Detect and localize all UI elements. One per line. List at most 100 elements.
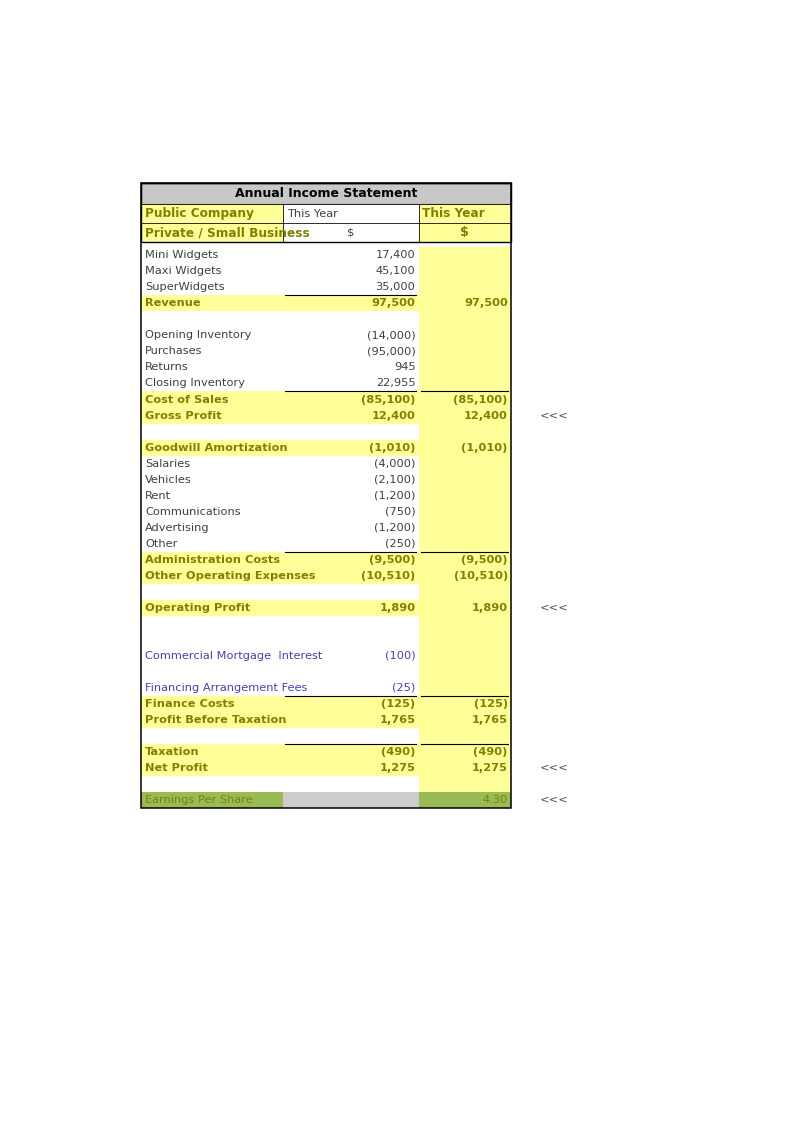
FancyBboxPatch shape — [142, 183, 511, 205]
Text: 45,100: 45,100 — [376, 266, 416, 277]
FancyBboxPatch shape — [418, 536, 511, 552]
FancyBboxPatch shape — [142, 455, 283, 472]
FancyBboxPatch shape — [418, 424, 511, 439]
FancyBboxPatch shape — [418, 504, 511, 519]
Text: Opening Inventory: Opening Inventory — [145, 330, 251, 341]
Text: <<<: <<< — [540, 410, 568, 420]
Text: Salaries: Salaries — [145, 459, 190, 469]
FancyBboxPatch shape — [418, 696, 511, 711]
FancyBboxPatch shape — [142, 776, 283, 791]
FancyBboxPatch shape — [283, 744, 418, 760]
Text: <<<: <<< — [540, 602, 568, 613]
Text: 12,400: 12,400 — [371, 410, 416, 420]
FancyBboxPatch shape — [418, 439, 511, 455]
Text: Net Profit: Net Profit — [145, 763, 207, 773]
Text: (490): (490) — [381, 746, 416, 756]
FancyBboxPatch shape — [142, 552, 283, 568]
FancyBboxPatch shape — [418, 327, 511, 344]
FancyBboxPatch shape — [142, 247, 283, 263]
FancyBboxPatch shape — [283, 360, 418, 375]
FancyBboxPatch shape — [142, 760, 283, 776]
Text: 1,890: 1,890 — [471, 602, 508, 613]
Text: (95,000): (95,000) — [366, 346, 416, 356]
Text: (10,510): (10,510) — [454, 571, 508, 581]
FancyBboxPatch shape — [283, 632, 418, 647]
Text: Advertising: Advertising — [145, 523, 210, 533]
Text: Finance Costs: Finance Costs — [145, 699, 235, 709]
FancyBboxPatch shape — [418, 280, 511, 296]
FancyBboxPatch shape — [283, 711, 418, 727]
FancyBboxPatch shape — [142, 616, 283, 632]
Text: 17,400: 17,400 — [376, 251, 416, 261]
FancyBboxPatch shape — [283, 727, 418, 744]
Text: Taxation: Taxation — [145, 746, 200, 756]
Text: Profit Before Taxation: Profit Before Taxation — [145, 715, 286, 725]
FancyBboxPatch shape — [283, 205, 418, 224]
FancyBboxPatch shape — [418, 344, 511, 360]
FancyBboxPatch shape — [283, 311, 418, 327]
Text: (85,100): (85,100) — [453, 395, 508, 405]
Text: Closing Inventory: Closing Inventory — [145, 379, 245, 389]
Text: (85,100): (85,100) — [361, 395, 416, 405]
FancyBboxPatch shape — [142, 327, 283, 344]
FancyBboxPatch shape — [418, 375, 511, 391]
Text: (1,010): (1,010) — [369, 443, 416, 453]
FancyBboxPatch shape — [418, 455, 511, 472]
FancyBboxPatch shape — [418, 760, 511, 776]
Text: 35,000: 35,000 — [375, 282, 416, 292]
Text: Cost of Sales: Cost of Sales — [145, 395, 228, 405]
FancyBboxPatch shape — [418, 599, 511, 616]
FancyBboxPatch shape — [418, 488, 511, 504]
FancyBboxPatch shape — [283, 536, 418, 552]
FancyBboxPatch shape — [283, 663, 418, 680]
FancyBboxPatch shape — [418, 263, 511, 280]
FancyBboxPatch shape — [283, 680, 418, 696]
FancyBboxPatch shape — [283, 375, 418, 391]
FancyBboxPatch shape — [418, 632, 511, 647]
Text: (14,000): (14,000) — [366, 330, 416, 341]
FancyBboxPatch shape — [418, 472, 511, 488]
Text: Public Company: Public Company — [145, 207, 254, 220]
FancyBboxPatch shape — [142, 568, 283, 583]
FancyBboxPatch shape — [142, 663, 283, 680]
FancyBboxPatch shape — [418, 408, 511, 424]
FancyBboxPatch shape — [418, 205, 511, 224]
Text: Operating Profit: Operating Profit — [145, 602, 250, 613]
Text: Rent: Rent — [145, 490, 171, 500]
Text: (2,100): (2,100) — [374, 474, 416, 484]
FancyBboxPatch shape — [142, 744, 283, 760]
FancyBboxPatch shape — [283, 472, 418, 488]
FancyBboxPatch shape — [142, 224, 283, 242]
FancyBboxPatch shape — [418, 616, 511, 632]
Text: Revenue: Revenue — [145, 299, 200, 308]
FancyBboxPatch shape — [283, 616, 418, 632]
FancyBboxPatch shape — [283, 439, 418, 455]
Text: 1,275: 1,275 — [472, 763, 508, 773]
FancyBboxPatch shape — [283, 391, 418, 408]
FancyBboxPatch shape — [283, 455, 418, 472]
Text: Maxi Widgets: Maxi Widgets — [145, 266, 222, 277]
FancyBboxPatch shape — [142, 424, 283, 439]
FancyBboxPatch shape — [142, 632, 283, 647]
Text: 945: 945 — [394, 362, 416, 372]
FancyBboxPatch shape — [283, 344, 418, 360]
FancyBboxPatch shape — [142, 791, 283, 808]
FancyBboxPatch shape — [142, 375, 283, 391]
Text: (1,200): (1,200) — [374, 490, 416, 500]
Text: (4,000): (4,000) — [374, 459, 416, 469]
Text: (9,500): (9,500) — [461, 554, 508, 564]
FancyBboxPatch shape — [142, 205, 283, 224]
Text: (250): (250) — [385, 538, 416, 549]
FancyBboxPatch shape — [142, 536, 283, 552]
FancyBboxPatch shape — [283, 583, 418, 599]
Text: Administration Costs: Administration Costs — [145, 554, 280, 564]
Text: $: $ — [347, 228, 355, 237]
FancyBboxPatch shape — [418, 360, 511, 375]
Text: Purchases: Purchases — [145, 346, 203, 356]
Text: This Year: This Year — [287, 209, 338, 219]
FancyBboxPatch shape — [418, 663, 511, 680]
FancyBboxPatch shape — [142, 711, 283, 727]
FancyBboxPatch shape — [283, 647, 418, 663]
FancyBboxPatch shape — [142, 296, 283, 311]
Text: <<<: <<< — [540, 763, 568, 773]
